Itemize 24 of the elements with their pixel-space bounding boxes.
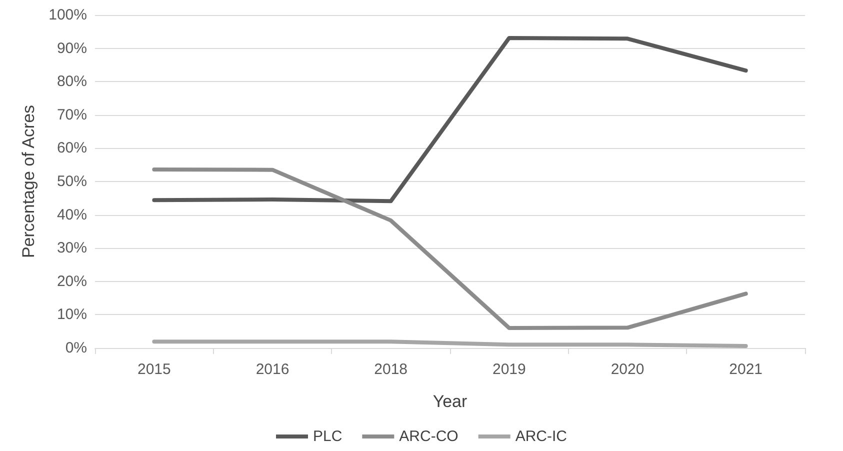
legend-label: PLC [312,428,342,445]
y-axis-title: Percentage of Acres [19,104,38,258]
y-tick-label: 40% [56,206,87,224]
y-tick-label: 80% [56,73,87,90]
y-tick-label: 100% [48,6,87,24]
y-tick-label: 70% [56,106,87,124]
x-tick-label: 2021 [729,361,763,378]
y-tick-label: 90% [56,40,87,57]
legend-label: ARC-IC [515,428,568,445]
x-tick-label: 2015 [137,361,171,378]
x-tick-label: 2018 [374,361,408,378]
x-tick-label: 2020 [610,361,644,378]
y-tick-label: 50% [56,173,87,190]
line-series [152,36,748,204]
y-tick-label: 0% [65,340,87,356]
x-axis-title: Year [432,392,468,411]
y-tick-label: 30% [56,240,87,257]
legend-label: ARC-CO [399,428,458,445]
x-tick-label: 2016 [256,361,290,378]
line-series [152,168,748,330]
x-tick-label: 2019 [492,361,526,378]
y-tick-label: 20% [56,272,87,290]
y-tick-label: 10% [56,306,87,324]
y-tick-label: 60% [56,140,87,157]
